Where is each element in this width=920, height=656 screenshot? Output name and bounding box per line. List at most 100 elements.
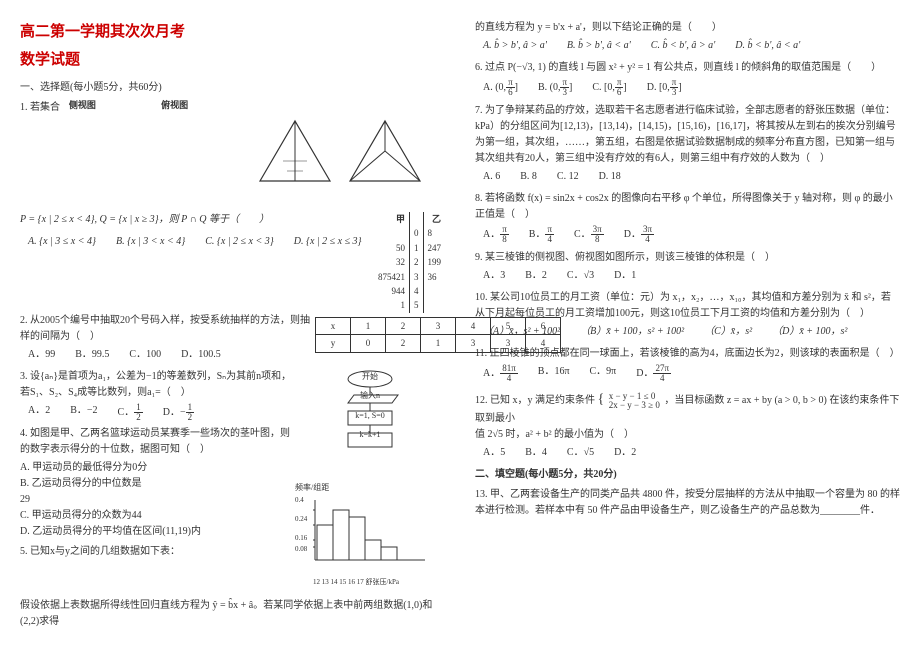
q4-opt-a: A. 甲运动员的最低得分为0分 xyxy=(20,460,295,476)
q1-opt-d: D. {x | 2 ≤ x ≤ 3} xyxy=(294,234,362,250)
q1-opt-a: A. {x | 3 ≤ x < 4} xyxy=(28,234,96,250)
q12-opt-c: C．√5 xyxy=(567,445,594,461)
t5-y1: 0 xyxy=(351,335,386,352)
q12-opt-d: D．2 xyxy=(614,445,636,461)
q1-opt-b: B. {x | 3 < x < 4} xyxy=(116,234,185,250)
page-subtitle: 数学试题 xyxy=(20,48,445,72)
q5-cont: 的直线方程为 y = b'x + a'，则以下结论正确的是（ ） xyxy=(475,22,722,33)
sl-r5-l: 1 xyxy=(374,298,410,312)
t5-y3: 1 xyxy=(421,335,456,352)
sl-r2-r: 199 xyxy=(423,255,445,269)
section-heading-1: 一、选择题(每小题5分，共60分) xyxy=(20,80,445,96)
q5-stem: 5. 已知x与y之间的几组数据如下表： xyxy=(20,544,295,560)
q7-opt-b: B. 8 xyxy=(520,169,537,185)
q3-stem: 3. 设{aₙ}是首项为a₁，公差为−1的等差数列，Sₙ为其前n项和，若S₁、S… xyxy=(20,371,291,398)
q3-opt-d: D．−12 xyxy=(163,403,194,422)
q7-opt-c: C. 12 xyxy=(557,169,579,185)
sl-r3-l: 875421 xyxy=(374,270,410,284)
histogram-xticks: 12 13 14 15 16 17 舒张压/kPa xyxy=(313,577,445,588)
q12-opt-a: A．5 xyxy=(483,445,505,461)
sl-r2-c: 2 xyxy=(410,255,424,269)
q9-figure-views xyxy=(245,106,445,206)
q12-stem-2: 值 2√5 时，a² + b² 的最小值为（ ） xyxy=(475,427,900,443)
q6-opt-b: B. (0,π3] xyxy=(538,78,572,97)
q6-opt-a: A. (0,π6] xyxy=(483,78,518,97)
side-view-label: 侧视图 xyxy=(37,98,127,112)
q9-opt-d: D．1 xyxy=(614,268,636,284)
q4-opt-b: B. 乙运动员得分的中位数是 xyxy=(20,476,295,492)
stemleaf-label-left: 甲 xyxy=(374,212,410,226)
t5-y2: 2 xyxy=(386,335,421,352)
q7-opt-a: A. 6 xyxy=(483,169,500,185)
q11-stem: 11. 正四棱锥的顶点都在同一球面上，若该棱锥的高为4，底面边长为2，则该球的表… xyxy=(475,348,900,359)
q8-stem: 8. 若将函数 f(x) = sin2x + cos2x 的图像向右平移 φ 个… xyxy=(475,193,893,220)
t5-x1: 1 xyxy=(351,317,386,334)
t5-hx: x xyxy=(316,317,351,334)
sl-r5-c: 5 xyxy=(410,298,424,312)
sl-r3-r: 36 xyxy=(423,270,445,284)
q9-stem: 9. 某三棱锥的侧视图、俯视图如图所示，则该三棱锥的体积是（ ） xyxy=(475,252,775,263)
t5-x2: 2 xyxy=(386,317,421,334)
q8-opt-d: D．3π4 xyxy=(624,225,654,244)
flow-input: 输入n xyxy=(295,390,445,403)
q4-opt-b2: 29 xyxy=(20,492,295,508)
histogram-ylabel: 频率/组距 xyxy=(295,482,445,495)
q6-stem: 6. 过点 P(−√3, 1) 的直线 l 与圆 x² + y² = 1 有公共… xyxy=(475,62,881,73)
q7-stem: 7. 为了争辩某药品的疗效，选取若干名志愿者进行临床试验，全部志愿者的舒张压数据… xyxy=(475,105,896,164)
flow-start: 开始 xyxy=(295,371,445,384)
q2-opt-a: A．99 xyxy=(28,347,55,363)
q5-opt-d: D. b̂ < b', â < a' xyxy=(735,38,800,54)
flow-step: k=k+1 xyxy=(295,429,445,442)
q2-opt-b: B．99.5 xyxy=(75,347,109,363)
q5-opt-a: A. b̂ > b', â > a' xyxy=(483,38,547,54)
q11-opt-c: C．9π xyxy=(590,364,617,383)
sl-r3-c: 3 xyxy=(410,270,424,284)
q7-opt-d: D. 18 xyxy=(599,169,621,185)
q6-opt-c: C. [0,π6] xyxy=(592,78,626,97)
sl-r4-c: 4 xyxy=(410,284,424,298)
sl-r4-l: 944 xyxy=(374,284,410,298)
q2-opt-d: D．100.5 xyxy=(181,347,221,363)
q10-opt-c: （C）x̄，s² xyxy=(704,324,752,340)
q3-opt-a: A．2 xyxy=(28,403,50,422)
sl-r5-r xyxy=(423,298,445,312)
q5-opt-c: C. b̂ < b', â > a' xyxy=(651,38,715,54)
q1-opt-c: C. {x | 2 ≤ x < 3} xyxy=(205,234,274,250)
sl-r4-r xyxy=(423,284,445,298)
q12-stem-l: 12. 已知 x，y 满足约束条件 xyxy=(475,395,595,406)
q6-opt-d: D. [0,π3] xyxy=(647,78,682,97)
q10-opt-d: （D）x̄ + 100，s² xyxy=(772,324,847,340)
page-title: 高二第一学期其次次月考 xyxy=(20,20,445,44)
q13-stem: 13. 甲、乙两套设备生产的同类产品共 4800 件，按受分层抽样的方法从中抽取… xyxy=(475,489,900,516)
q3-opt-c: C．12 xyxy=(118,403,143,422)
q5-opt-b: B. b̂ > b', â < a' xyxy=(567,38,631,54)
q4-opt-d: D. 乙运动员得分的平均值在区间(11,19)内 xyxy=(20,524,295,540)
q2-opt-c: C．100 xyxy=(129,347,161,363)
q5-tail: 假设依据上表数据所得线性回归直线方程为 ŷ = b̂x + â。若某同学依据上表… xyxy=(20,600,432,627)
t5-hy: y xyxy=(316,335,351,352)
q1-formula: P = {x | 2 ≤ x < 4}, Q = {x | x ≥ 3}，则 P… xyxy=(20,214,269,225)
q4-opt-c: C. 甲运动员得分的众数为44 xyxy=(20,508,295,524)
q9-opt-a: A．3 xyxy=(483,268,505,284)
top-view-label: 俯视图 xyxy=(130,98,220,112)
q3-opt-b: B．−2 xyxy=(70,403,97,422)
q4-stem: 4. 如图是甲、乙两名篮球运动员某赛季一些场次的茎叶图，则的数字表示得分的十位数… xyxy=(20,428,290,455)
section-heading-2: 二、填空题(每小题5分，共20分) xyxy=(475,467,900,483)
q12-sys2: 2x − y − 3 ≥ 0 xyxy=(607,401,662,410)
q8-opt-a: A．π8 xyxy=(483,225,509,244)
q11-opt-a: A．81π4 xyxy=(483,364,518,383)
q8-opt-c: C．3π8 xyxy=(574,225,604,244)
q8-opt-b: B．π4 xyxy=(529,225,554,244)
q2-stem: 2. 从2005个编号中抽取20个号码入样，按受系统抽样的方法，则抽样的间隔为（… xyxy=(20,315,310,342)
q10-opt-b: （B）x̄ + 100，s² + 100² xyxy=(580,324,684,340)
q11-opt-b: B．16π xyxy=(538,364,570,383)
q10-stem: 10. 某公司10位员工的月工资（单位：元）为 x₁，x₂，…，x₁₀，其均值和… xyxy=(475,292,891,319)
flow-init: k=1, S=0 xyxy=(295,410,445,423)
t5-x3: 3 xyxy=(421,317,456,334)
q12-opt-b: B．4 xyxy=(525,445,547,461)
q9-opt-c: C．√3 xyxy=(567,268,594,284)
stemleaf-label-right: 乙 xyxy=(423,212,445,226)
histogram-chart xyxy=(295,495,435,570)
q11-opt-d: D．27π4 xyxy=(636,364,671,383)
q10-opt-a: （A）x̄，s² + 100² xyxy=(483,324,560,340)
